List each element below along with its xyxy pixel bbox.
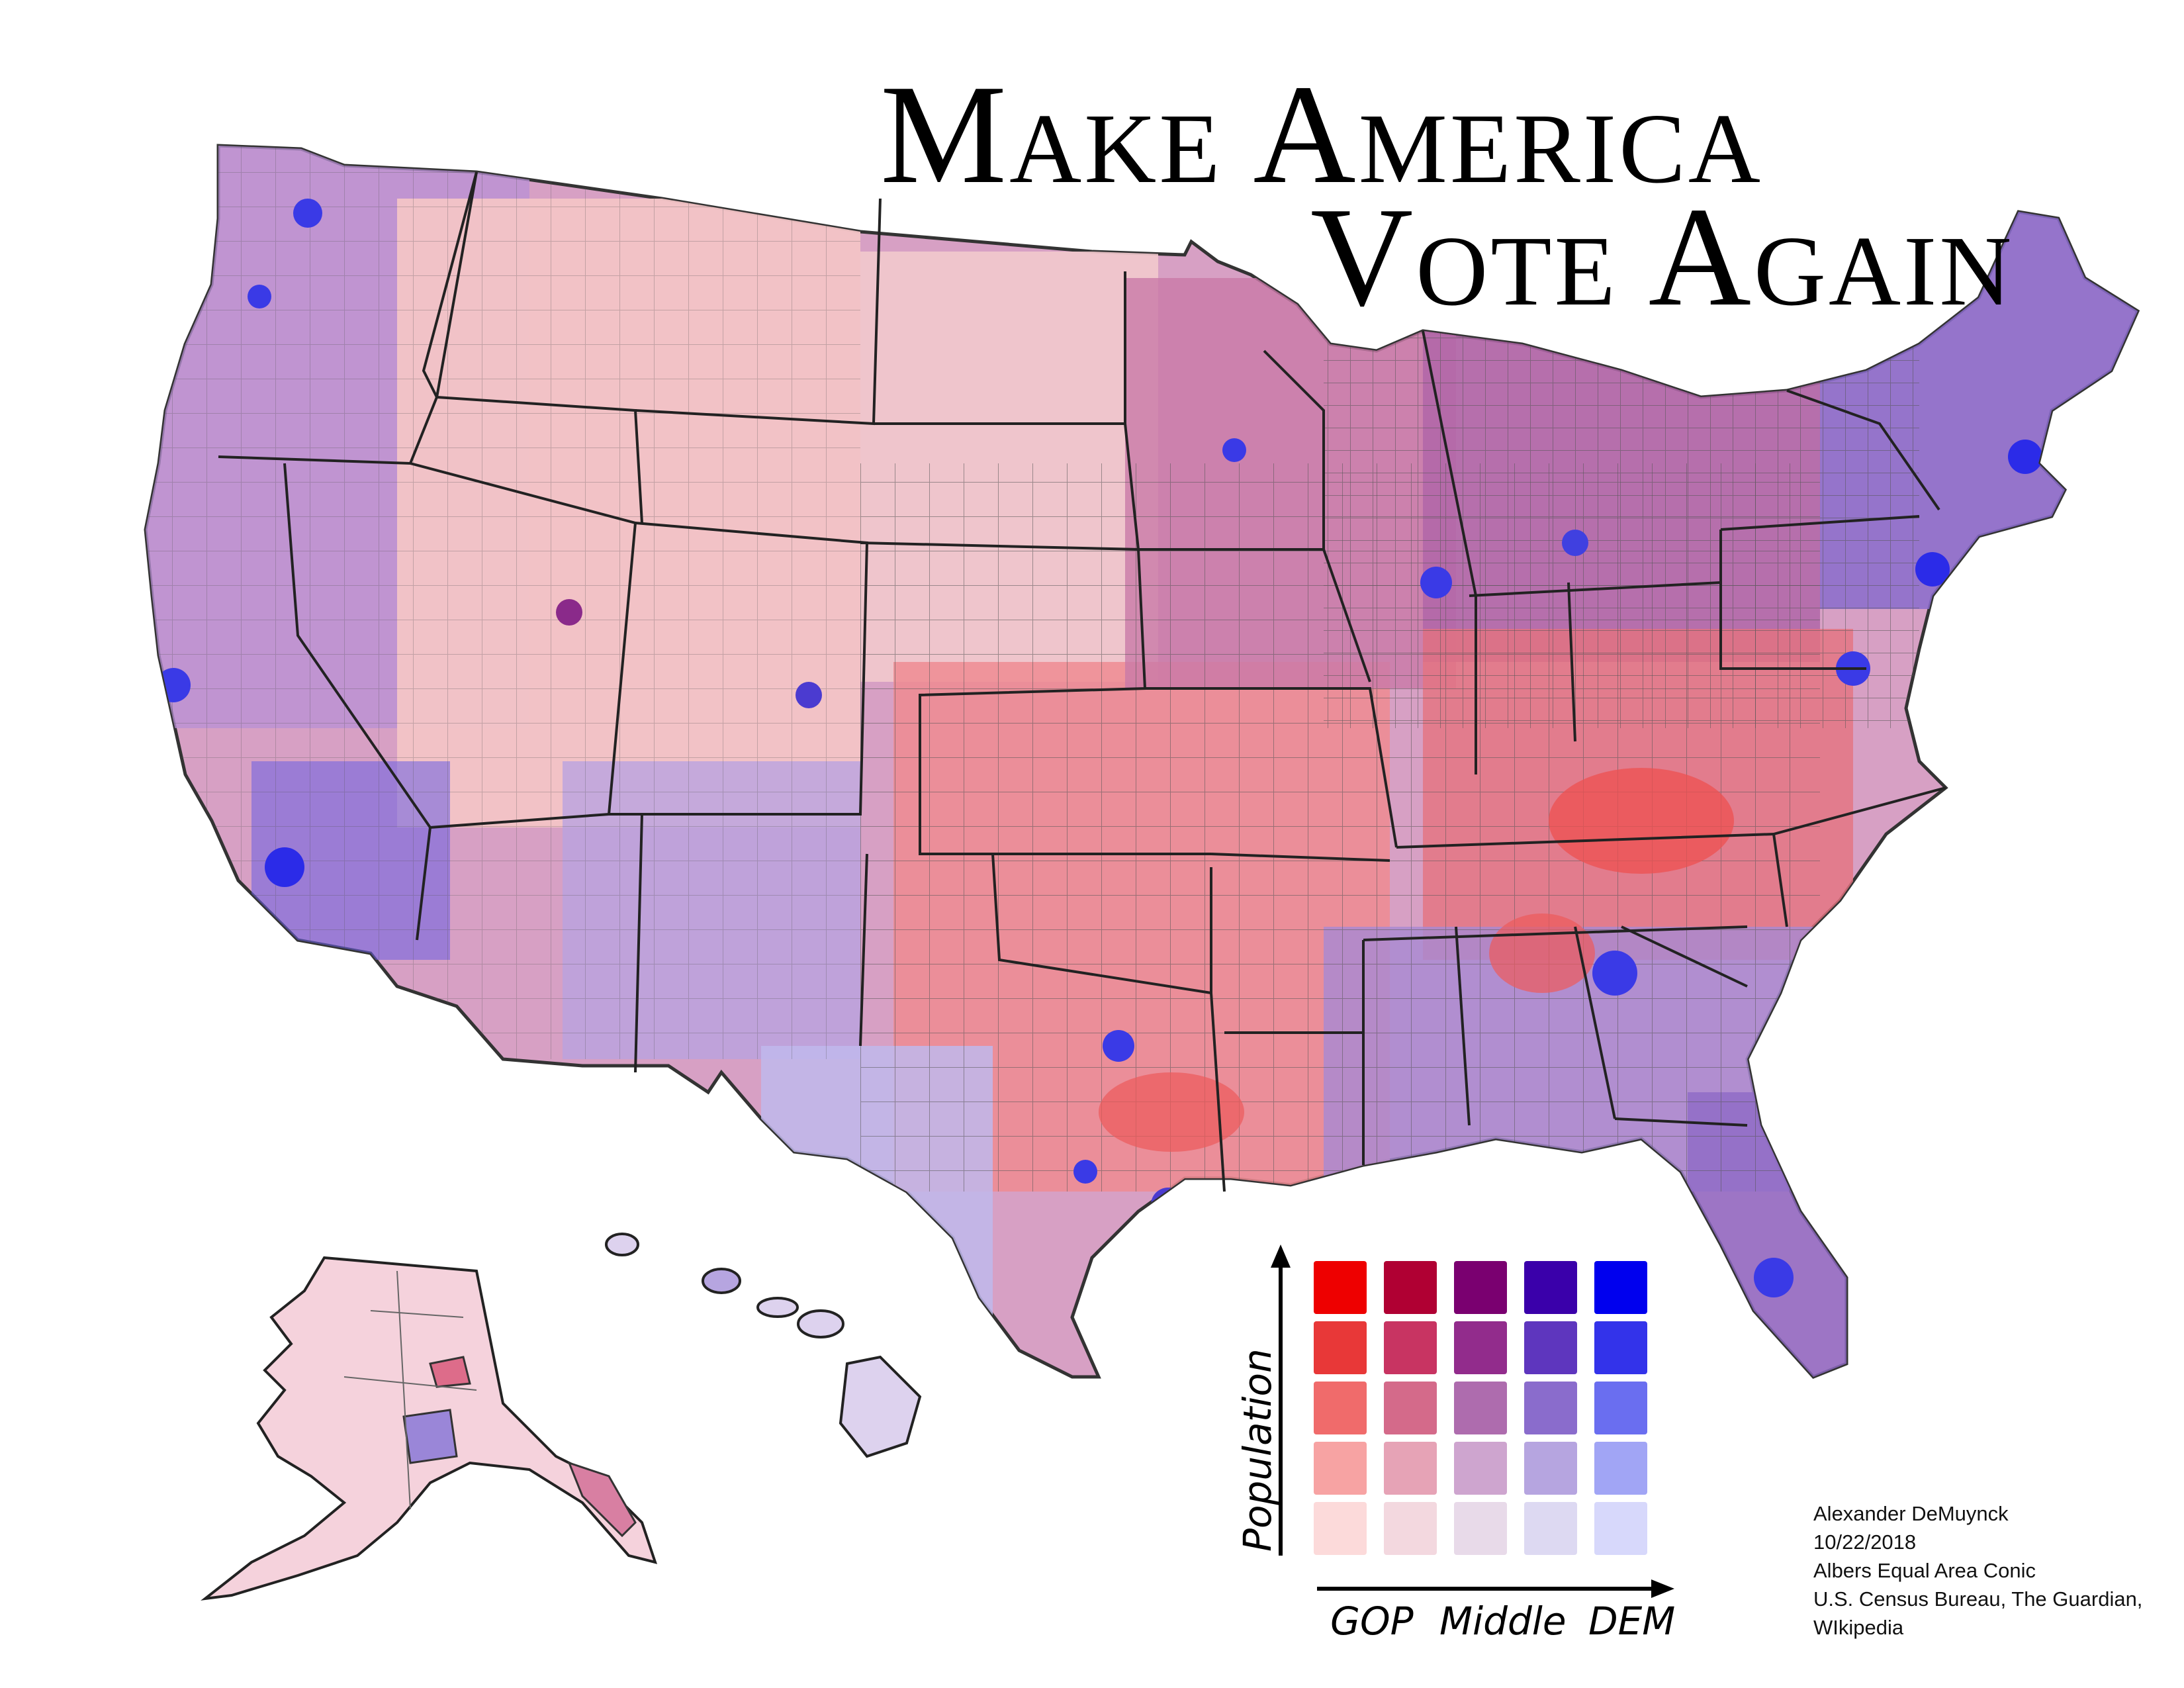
- county-atlanta: [1592, 951, 1637, 996]
- legend-x-arrow-icon: [1651, 1579, 1674, 1598]
- county-denver: [796, 682, 822, 708]
- legend-swatch-r3-c3: [1524, 1442, 1577, 1495]
- legend-swatch-r4-c4: [1594, 1502, 1647, 1555]
- legend-y-arrow-icon: [1271, 1244, 1291, 1268]
- legend-gop-label: GOP: [1330, 1599, 1414, 1644]
- legend-swatch-r4-c3: [1524, 1502, 1577, 1555]
- legend-swatch-r0-c0: [1314, 1261, 1367, 1314]
- county-boston: [2008, 440, 2042, 474]
- legend-swatch-r0-c1: [1384, 1261, 1437, 1314]
- county-dallas: [1103, 1030, 1134, 1062]
- legend-swatch-r4-c2: [1454, 1502, 1507, 1555]
- legend-swatch-r3-c0: [1314, 1442, 1367, 1495]
- credit-author: Alexander DeMuynck: [1813, 1502, 2009, 1525]
- legend-swatch-r3-c2: [1454, 1442, 1507, 1495]
- legend-swatch-r1-c0: [1314, 1321, 1367, 1374]
- hawaii: [605, 1233, 922, 1458]
- legend-swatch-r3-c4: [1594, 1442, 1647, 1495]
- county-lines-west: [146, 146, 860, 1059]
- county-los-angeles: [265, 847, 304, 887]
- legend-swatch-r4-c0: [1314, 1502, 1367, 1555]
- legend-swatch-r1-c2: [1454, 1321, 1507, 1374]
- county-houston: [1151, 1188, 1185, 1222]
- title-line-1: Make America: [880, 55, 1763, 213]
- county-cluster-east-texas: [1099, 1072, 1244, 1152]
- credit-date: 10/22/2018: [1813, 1530, 1917, 1554]
- county-chicago: [1420, 567, 1452, 598]
- county-salt-lake: [556, 599, 582, 626]
- county-cluster-alabama: [1489, 914, 1595, 993]
- county-miami: [1754, 1258, 1794, 1297]
- legend-swatch-r2-c0: [1314, 1382, 1367, 1434]
- legend-swatch-r0-c3: [1524, 1261, 1577, 1314]
- legend-swatch-r3-c1: [1384, 1442, 1437, 1495]
- legend-swatch-r0-c4: [1594, 1261, 1647, 1314]
- title-line-2: Vote Again: [1310, 177, 2015, 336]
- legend-swatch-r1-c1: [1384, 1321, 1437, 1374]
- credit-projection: Albers Equal Area Conic: [1813, 1559, 2036, 1582]
- county-lines-northeast: [1324, 331, 1919, 728]
- county-anchorage: [402, 1409, 458, 1464]
- legend: [1271, 1244, 1674, 1598]
- legend-swatch-r2-c4: [1594, 1382, 1647, 1434]
- legend-swatch-r1-c3: [1524, 1321, 1577, 1374]
- county-new-york: [1915, 552, 1950, 586]
- legend-swatch-r2-c2: [1454, 1382, 1507, 1434]
- contiguous-us: [144, 144, 2140, 1379]
- county-minneapolis: [1222, 438, 1246, 462]
- county-fairbanks: [429, 1356, 471, 1388]
- county-detroit: [1562, 530, 1588, 556]
- legend-swatch-r1-c4: [1594, 1321, 1647, 1374]
- county-portland: [248, 285, 271, 308]
- county-cluster-appalachia: [1549, 768, 1734, 874]
- legend-swatch-r4-c1: [1384, 1502, 1437, 1555]
- legend-grid: [1314, 1261, 1647, 1555]
- county-austin: [1073, 1160, 1097, 1184]
- credit-sources-cont: WIkipedia: [1813, 1616, 1904, 1639]
- legend-swatch-r2-c3: [1524, 1382, 1577, 1434]
- credit-sources: U.S. Census Bureau, The Guardian,: [1813, 1587, 2143, 1611]
- legend-population-label: Population: [1235, 1348, 1280, 1552]
- state-borders: [218, 171, 1946, 1192]
- legend-swatch-r0-c2: [1454, 1261, 1507, 1314]
- credits: Alexander DeMuynck 10/22/2018 Albers Equ…: [1813, 1499, 2142, 1642]
- legend-middle-label: Middle: [1439, 1599, 1567, 1644]
- county-juneau: [567, 1461, 637, 1538]
- county-seattle: [293, 199, 322, 228]
- legend-swatch-r2-c1: [1384, 1382, 1437, 1434]
- legend-dem-label: DEM: [1588, 1599, 1676, 1644]
- alaska: [201, 1256, 658, 1601]
